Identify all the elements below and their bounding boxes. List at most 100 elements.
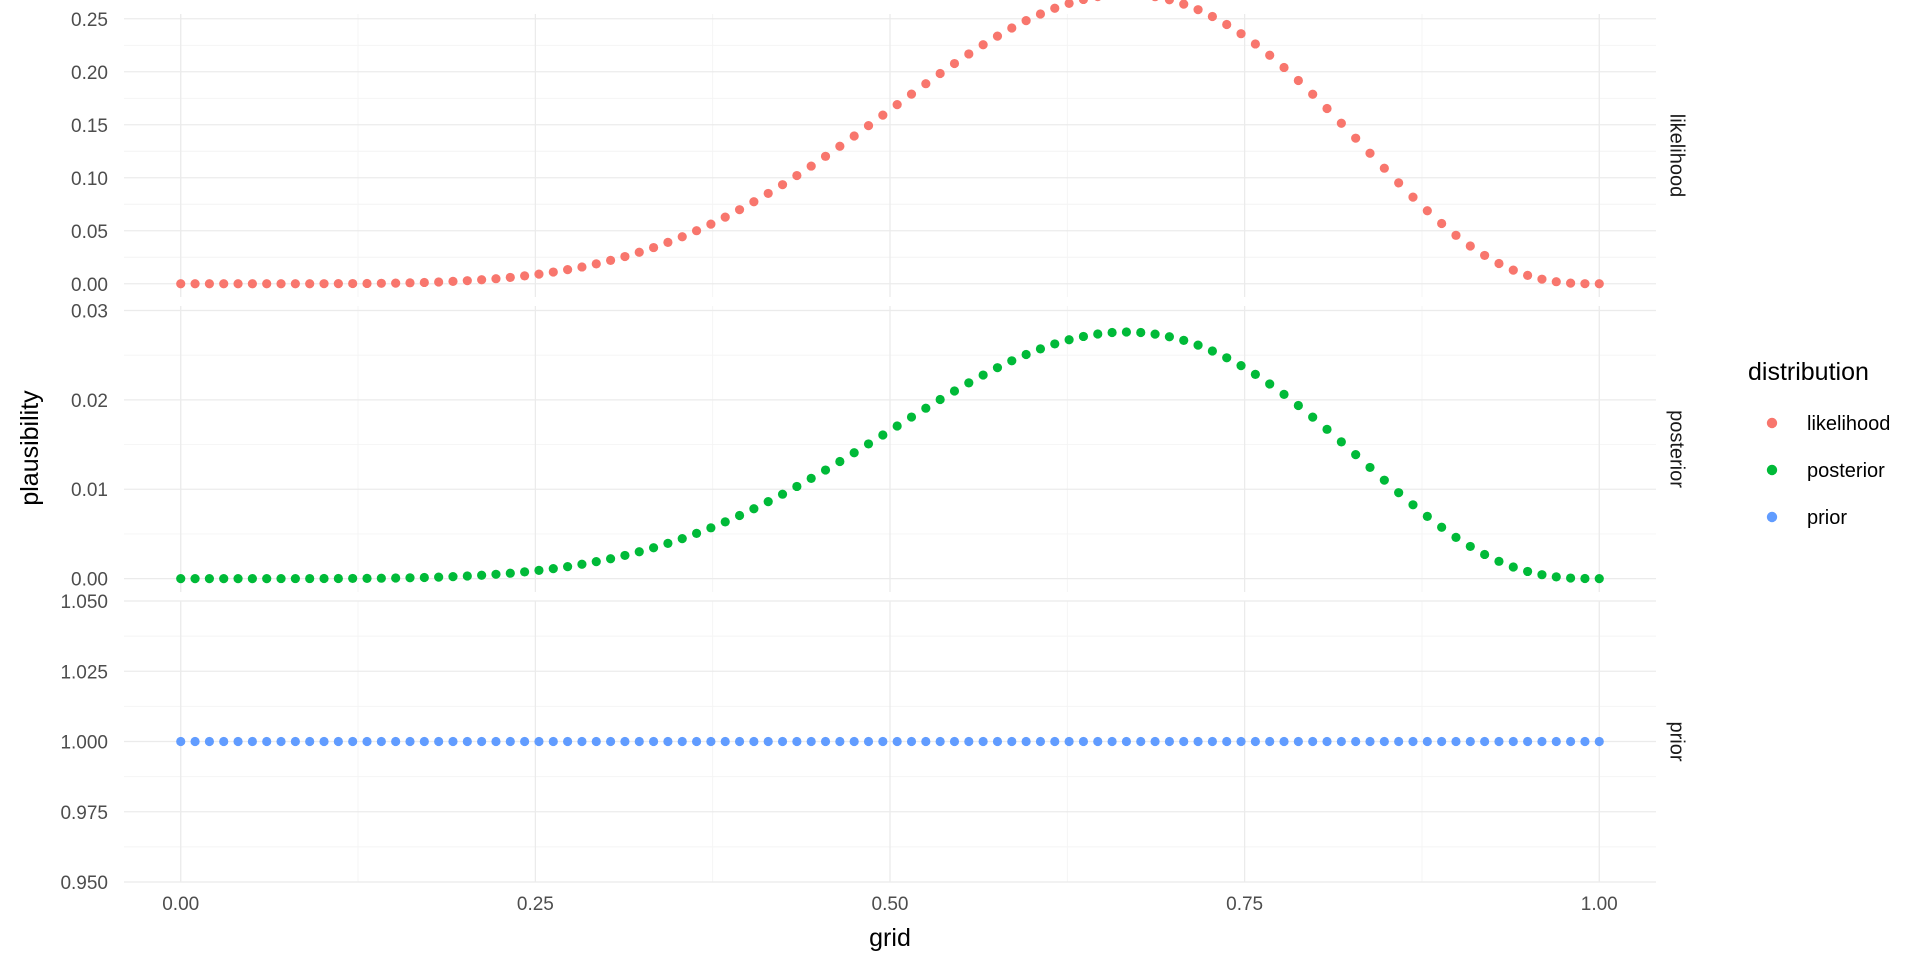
facet-strip-label: prior (1666, 721, 1688, 761)
data-point (1437, 218, 1447, 229)
data-point (1379, 475, 1389, 485)
data-point (634, 547, 644, 557)
data-point (1394, 178, 1404, 188)
data-point (534, 269, 544, 279)
data-point (1580, 736, 1590, 747)
data-point (262, 736, 272, 747)
data-point (491, 569, 501, 579)
data-point (677, 736, 687, 747)
data-point (262, 573, 272, 584)
data-point (1078, 331, 1089, 342)
data-point (978, 370, 988, 380)
data-point (219, 573, 229, 584)
data-point (1279, 389, 1289, 399)
data-point (921, 403, 931, 413)
data-point (1351, 450, 1361, 460)
x-tick-label: 0.00 (162, 894, 199, 915)
data-point (964, 49, 974, 59)
data-point (906, 89, 917, 99)
data-point (777, 736, 788, 747)
series-prior (176, 736, 1604, 747)
data-point (477, 570, 487, 580)
data-point (1064, 0, 1074, 8)
data-point (1222, 353, 1232, 363)
x-axis-title: grid (869, 924, 911, 952)
data-point (305, 736, 315, 747)
data-point (1394, 488, 1404, 498)
data-point (276, 736, 286, 747)
data-point (1050, 736, 1060, 747)
data-point (1279, 736, 1289, 747)
data-point (1035, 344, 1046, 354)
data-point (1236, 736, 1246, 747)
data-point (906, 412, 917, 422)
facet-panel-prior: 0.950 0.975 1.000 1.025 1.050 prior (60, 592, 1687, 894)
x-axis: 0.00 0.25 0.50 0.75 1.00 (162, 894, 1618, 915)
data-point (1007, 736, 1017, 747)
data-point (906, 736, 917, 747)
data-point (1035, 736, 1046, 747)
y-tick-label: 0.00 (71, 275, 108, 296)
data-point (1293, 400, 1303, 411)
data-point (1164, 736, 1175, 747)
data-point (376, 736, 386, 747)
data-point (1078, 736, 1089, 747)
data-point (1566, 278, 1576, 288)
data-point (706, 219, 716, 229)
data-point (634, 736, 644, 747)
data-point (477, 736, 487, 747)
data-point (1437, 736, 1447, 747)
data-point (849, 736, 859, 747)
data-point (1322, 424, 1332, 434)
data-point (1422, 206, 1432, 216)
facet-panel-likelihood: 0.00 0.05 0.10 0.15 0.20 0.25 likelihood (71, 0, 1688, 297)
data-point (391, 736, 401, 747)
data-point (405, 573, 415, 583)
data-point (1437, 522, 1447, 532)
data-point (1580, 573, 1590, 584)
data-point (1179, 0, 1189, 9)
data-point (1551, 277, 1561, 287)
data-point (305, 573, 315, 584)
data-point (1594, 736, 1604, 747)
data-point (1465, 736, 1475, 747)
data-point (1551, 736, 1561, 747)
legend-label: prior (1807, 507, 1847, 529)
data-point (1322, 736, 1332, 747)
data-point (1594, 573, 1604, 584)
data-point (1207, 346, 1217, 356)
data-point (648, 242, 659, 253)
data-point (1465, 241, 1475, 251)
data-point (319, 279, 329, 289)
data-point (1336, 437, 1346, 447)
data-point (1279, 62, 1289, 73)
data-point (1222, 19, 1232, 30)
data-point (1151, 0, 1159, 2)
data-point (1164, 0, 1174, 5)
data-point (276, 573, 286, 584)
data-point (878, 110, 888, 120)
data-point (1551, 572, 1561, 582)
data-point (520, 736, 530, 747)
data-point (505, 272, 515, 283)
legend-label: likelihood (1807, 413, 1890, 435)
data-point (978, 736, 988, 747)
data-point (491, 736, 501, 747)
data-point (964, 736, 974, 747)
data-point (1121, 736, 1132, 747)
data-point (1207, 11, 1217, 22)
y-tick-label: 0.15 (71, 116, 108, 137)
data-point (691, 736, 702, 747)
data-point (591, 736, 601, 747)
data-point (534, 736, 544, 747)
data-point (1451, 736, 1461, 747)
data-point (1222, 736, 1232, 747)
data-point (1322, 103, 1332, 114)
data-point (247, 279, 257, 289)
data-point (992, 736, 1003, 747)
data-point (1078, 0, 1089, 5)
data-point (792, 170, 802, 181)
data-point (290, 573, 300, 584)
data-point (892, 421, 902, 431)
data-point (1480, 736, 1490, 747)
